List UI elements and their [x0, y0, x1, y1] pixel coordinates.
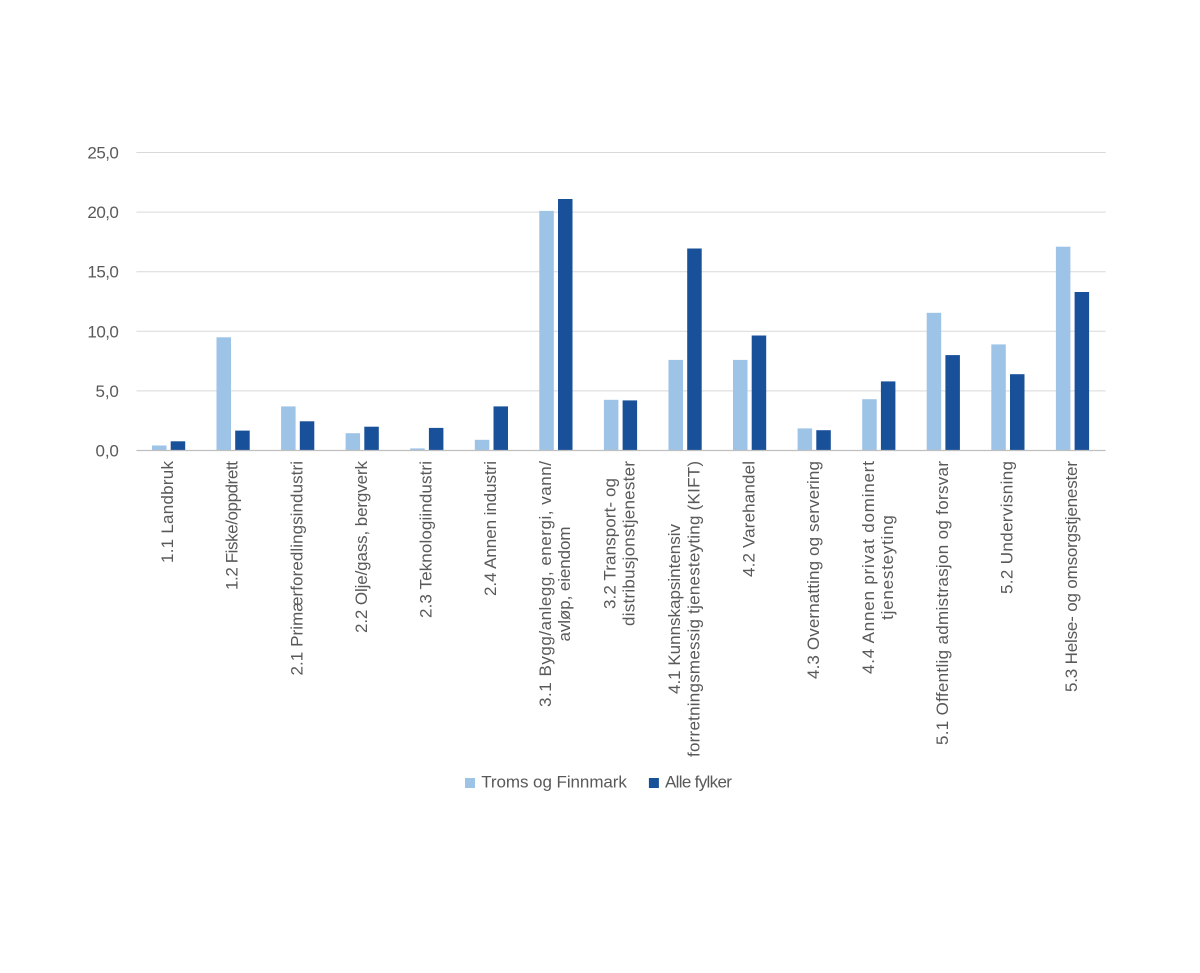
svg-text:1.2 Fiske/oppdrett: 1.2 Fiske/oppdrett	[223, 461, 242, 590]
svg-text:4.3 Overnatting og servering: 4.3 Overnatting og servering	[804, 461, 823, 679]
svg-text:20,0: 20,0	[87, 203, 118, 222]
svg-text:4.2 Varehandel: 4.2 Varehandel	[739, 461, 758, 577]
svg-text:2.2 Olje/gass, bergverk: 2.2 Olje/gass, bergverk	[352, 461, 371, 634]
svg-text:5,0: 5,0	[96, 382, 119, 401]
svg-text:5.1 Offentlig admistrasjon og: 5.1 Offentlig admistrasjon og forsvar	[933, 461, 952, 745]
svg-text:forretningsmessig tjenesteytin: forretningsmessig tjenesteyting (KIFT)	[684, 461, 703, 757]
svg-text:distribusjonstjenester: distribusjonstjenester	[620, 461, 639, 626]
svg-text:4.1 Kunnskapsintensiv: 4.1 Kunnskapsintensiv	[665, 524, 684, 695]
svg-text:2.1 Primærforedlingsindustri: 2.1 Primærforedlingsindustri	[287, 461, 306, 676]
svg-text:0,0: 0,0	[96, 442, 119, 461]
svg-text:1.1 Landbruk: 1.1 Landbruk	[158, 461, 177, 564]
svg-text:tjenesteyting: tjenesteyting	[878, 515, 897, 620]
svg-text:15,0: 15,0	[87, 263, 118, 282]
svg-text:3.2 Transport- og: 3.2 Transport- og	[601, 478, 620, 609]
svg-text:Alle fylker: Alle fylker	[665, 773, 732, 792]
svg-text:Troms og Finnmark: Troms og Finnmark	[481, 773, 627, 792]
svg-text:3.1 Bygg/anlegg, energi, vann/: 3.1 Bygg/anlegg, energi, vann/	[536, 461, 555, 707]
svg-text:10,0: 10,0	[87, 322, 118, 341]
svg-text:5.3 Helse- og omsorgstjenester: 5.3 Helse- og omsorgstjenester	[1062, 461, 1081, 692]
svg-text:4.4 Annen privat dominert: 4.4 Annen privat dominert	[859, 461, 878, 674]
svg-text:avløp, eiendom: avløp, eiendom	[555, 527, 574, 642]
svg-text:2.4 Annen industri: 2.4 Annen industri	[481, 461, 500, 596]
svg-text:2.3 Teknologiindustri: 2.3 Teknologiindustri	[416, 461, 435, 618]
svg-text:5.2 Undervisning: 5.2 Undervisning	[998, 461, 1017, 594]
svg-text:25,0: 25,0	[87, 144, 118, 163]
